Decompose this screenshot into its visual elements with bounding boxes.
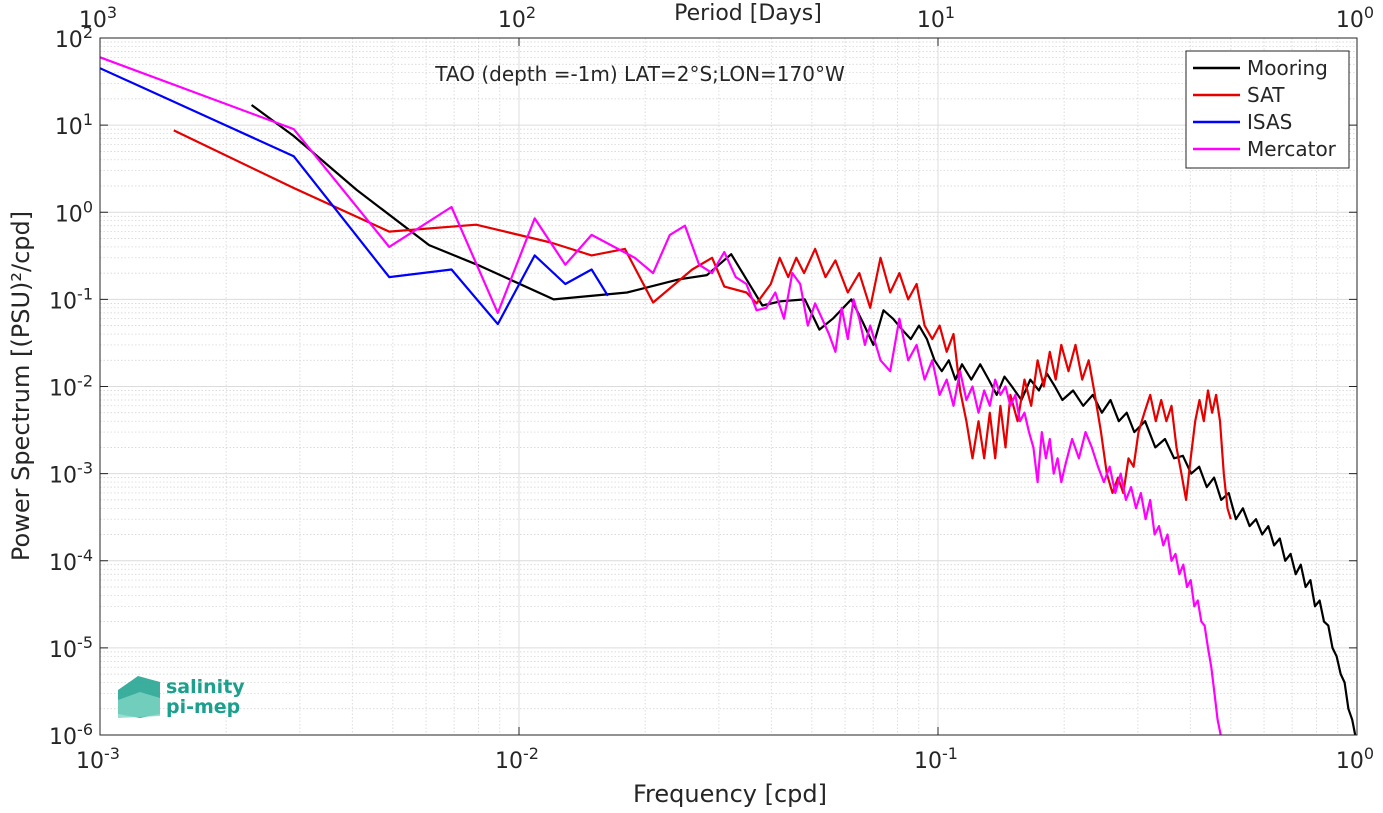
top-tick-label: 103 [79,3,117,33]
x-axis-label: Frequency [cpd] [633,780,827,808]
salinity-pi-mep-logo: salinity pi-mep [118,676,245,718]
legend-label-sat: SAT [1247,83,1285,107]
y-tick-label: 100 [55,197,93,227]
y-tick-label: 10-5 [49,633,93,663]
top-tick-label: 102 [498,3,536,33]
x-tick-label: 10-3 [76,744,120,774]
series-lines [100,56,1357,735]
x-tick-label: 10-2 [495,744,539,774]
series-line-isas [100,67,609,326]
series-line-mooring [250,104,1357,735]
y-tick-label: 10-3 [49,459,93,489]
top-tick-label: 101 [917,3,955,33]
legend-label-isas: ISAS [1247,110,1292,134]
x-tick-label: 100 [1336,744,1374,774]
y-tick-label: 10-1 [49,284,93,314]
logo-text-line1: salinity [166,676,245,698]
y-axis-label: Power Spectrum [(PSU)²/cpd] [7,211,35,561]
logo-text-line2: pi-mep [166,696,240,718]
y-tick-label: 102 [55,23,93,53]
grid-lines [99,37,1358,736]
legend-label-mooring: Mooring [1247,56,1328,80]
y-tick-label: 10-2 [49,372,93,402]
legend-label-mercator: Mercator [1247,137,1337,161]
series-line-mercator [100,56,1222,735]
top-tick-label: 100 [1336,3,1374,33]
chart-title: TAO (depth =-1m) LAT=2°S;LON=170°W [434,62,845,86]
top-axis-label: Period [Days] [674,1,822,26]
y-tick-label: 10-4 [49,546,93,576]
x-tick-label: 10-1 [914,744,958,774]
y-tick-label: 101 [55,110,93,140]
series-line-sat [173,129,1232,520]
legend: Mooring SAT ISAS Mercator [1185,50,1350,169]
y-tick-label: 10-6 [49,720,93,750]
